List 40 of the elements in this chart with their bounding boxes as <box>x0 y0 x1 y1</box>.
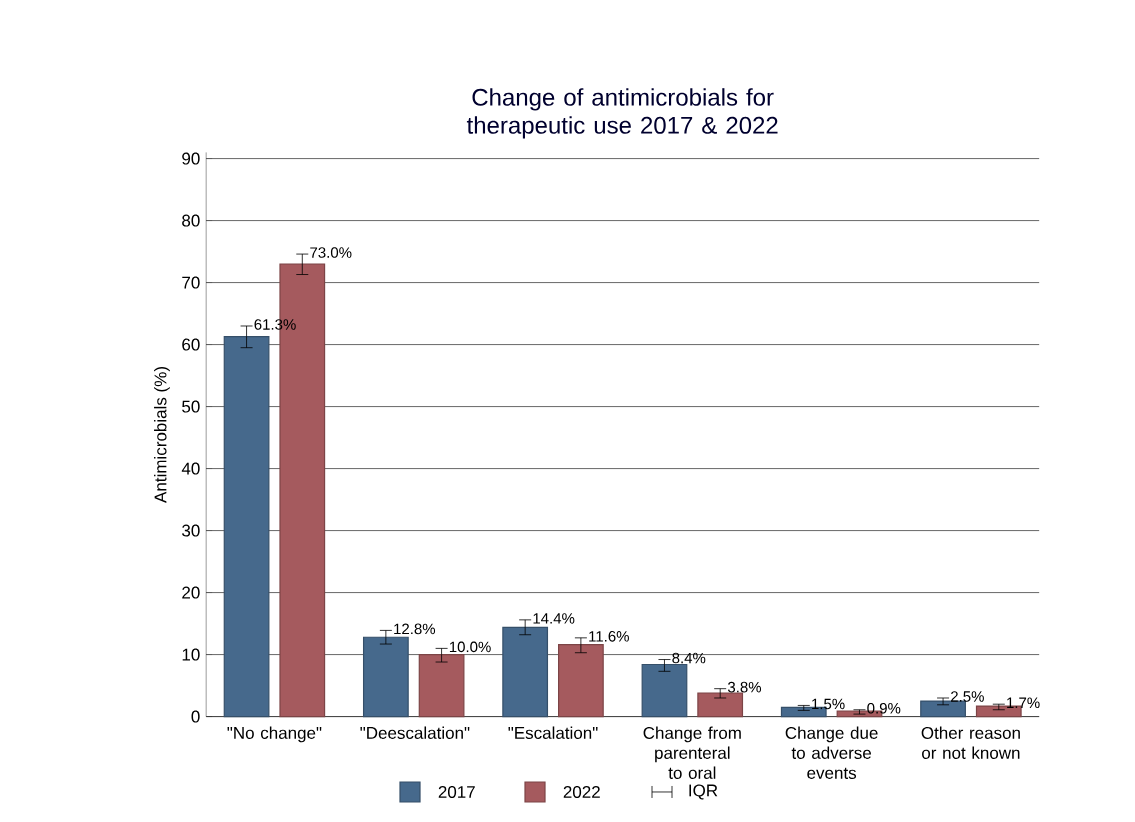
legend-label: 2017 <box>438 785 475 799</box>
y-tick-label: 20 <box>182 586 200 599</box>
bar <box>418 653 465 718</box>
y-tick-label: 80 <box>182 214 200 227</box>
y-tick-label: 30 <box>182 524 200 537</box>
bar <box>502 626 549 718</box>
data-label: 2.5% <box>951 691 984 702</box>
data-label: 1.7% <box>1007 697 1040 708</box>
y-tick-label: 10 <box>182 648 200 661</box>
x-tick-label: "Deescalation" <box>360 726 470 739</box>
y-tick-label: 70 <box>182 276 200 289</box>
y-tick-label: 90 <box>182 152 200 165</box>
data-label: 3.8% <box>727 681 762 693</box>
x-tick-label: Change due to adverse events <box>785 726 878 779</box>
x-tick-label: "No change" <box>227 726 322 743</box>
data-label: 10.0% <box>449 641 491 653</box>
data-label: 0.9% <box>867 702 901 714</box>
bar <box>697 692 744 718</box>
data-label: 14.4% <box>533 613 575 624</box>
data-label: 8.4% <box>672 652 706 664</box>
data-label: 1.5% <box>812 698 845 710</box>
x-tick-label: Change from parenteral to oral <box>643 726 741 779</box>
text: IQR <box>689 784 718 800</box>
data-label: 12.8% <box>394 623 436 635</box>
bar <box>362 636 409 718</box>
x-tick-label: Other reason or not known <box>921 726 1020 759</box>
bar <box>920 700 966 718</box>
legend-label: 2022 <box>563 785 600 799</box>
bar <box>558 644 604 718</box>
chart-title: Change of antimicrobials for therapeutic use 2017 & 2022 <box>466 88 778 139</box>
bar <box>641 663 688 718</box>
y-tick-label: 0 <box>191 710 200 723</box>
y-axis-title: Antimicrobials (%) <box>154 367 170 503</box>
data-label: 73.0% <box>310 247 352 258</box>
y-tick-label: 40 <box>181 462 200 475</box>
y-tick-label: 50 <box>182 400 200 413</box>
x-tick-label: "Escalation" <box>508 726 598 739</box>
bar <box>223 335 270 718</box>
data-label: 11.6% <box>589 631 629 642</box>
y-tick-label: 60 <box>182 338 200 351</box>
